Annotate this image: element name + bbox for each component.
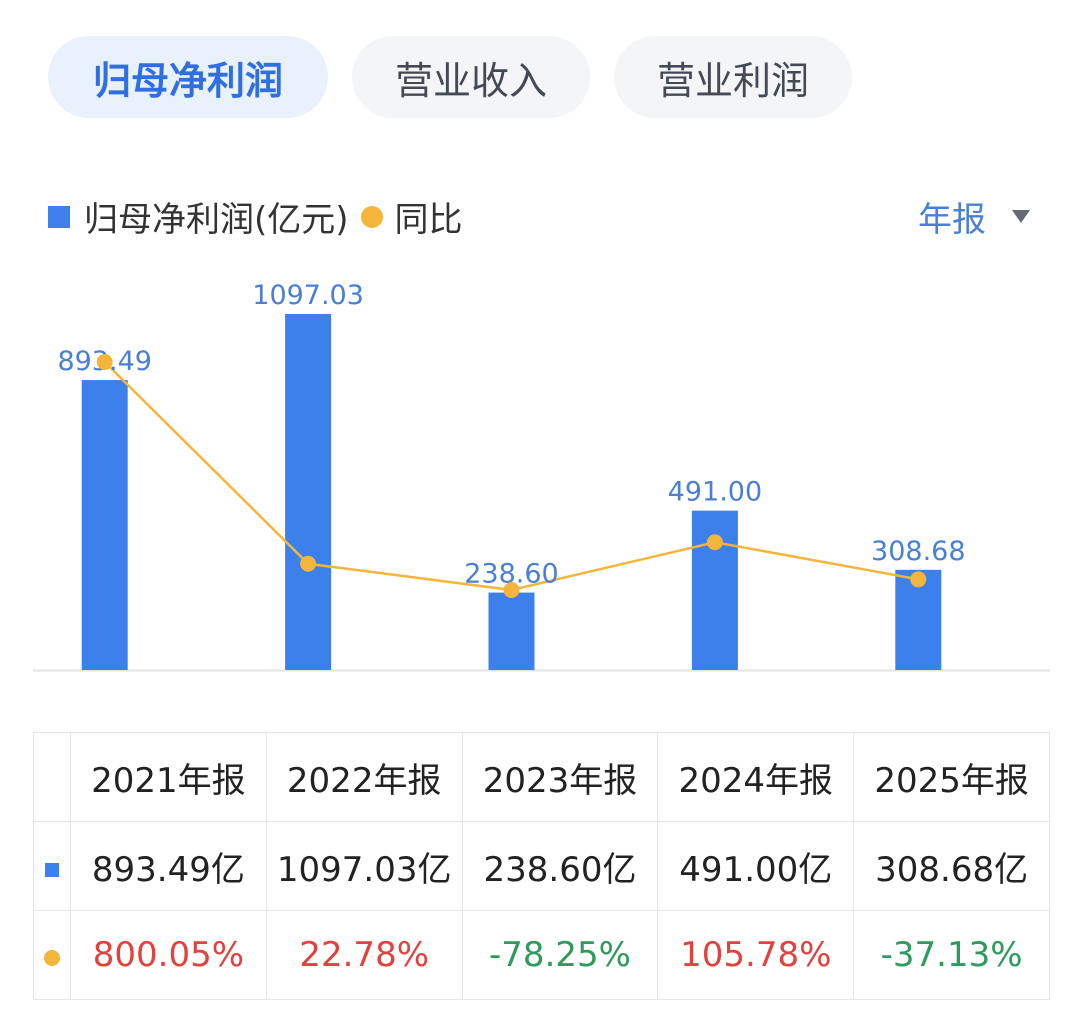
yoy-line <box>103 361 919 592</box>
line-legend-label: 同比 <box>394 200 463 240</box>
period-selector-label: 年报 <box>918 200 986 240</box>
table-row-values: 893.49亿 1097.03亿 238.60亿 491.00亿 308.68亿 <box>33 821 1050 911</box>
table-value-cell: 308.68亿 <box>853 821 1050 911</box>
table-value-cell: 238.60亿 <box>461 821 659 911</box>
bar <box>488 592 535 670</box>
table-header-cell: 2021年报 <box>70 732 267 822</box>
table-growth-cell: -37.13% <box>853 910 1050 1000</box>
period-selector[interactable]: 年报 <box>918 192 1030 241</box>
yoy-point <box>300 555 317 572</box>
tab-bar: 归母净利润 营业收入 营业利润 <box>48 36 852 118</box>
yoy-point <box>96 354 113 370</box>
bar-legend-swatch <box>48 205 70 228</box>
yoy-point <box>503 582 520 598</box>
tab-revenue[interactable]: 营业收入 <box>352 36 590 118</box>
table-growth-cell: 22.78% <box>265 910 463 1000</box>
yoy-point <box>706 534 723 551</box>
caret-down-icon <box>1012 210 1030 223</box>
table-growth-cell: 800.05% <box>70 910 267 1000</box>
table-header-cell: 2025年报 <box>853 732 1050 822</box>
table-header-cell: 2024年报 <box>657 732 855 822</box>
table-value-cell: 491.00亿 <box>657 821 855 911</box>
table-row-growth: 800.05% 22.78% -78.25% 105.78% -37.13% <box>33 910 1050 1000</box>
data-table: 2021年报 2022年报 2023年报 2024年报 2025年报 893.4… <box>33 732 1050 1000</box>
line-series-marker <box>44 950 60 966</box>
table-growth-cell: 105.78% <box>657 910 855 1000</box>
bar <box>285 314 332 670</box>
tab-operating-profit[interactable]: 营业利润 <box>614 36 852 118</box>
bar-value-label: 308.68 <box>871 536 965 567</box>
bar-legend-label: 归母净利润(亿元) <box>84 200 349 240</box>
table-value-cell: 893.49亿 <box>70 821 267 911</box>
table-row-marker <box>33 910 71 1000</box>
line-legend-swatch <box>360 205 383 228</box>
table-header-cell: 2022年报 <box>265 732 463 822</box>
bar-series-marker <box>45 863 59 877</box>
table-corner-cell <box>33 732 71 822</box>
table-header-cell: 2023年报 <box>461 732 659 822</box>
table-value-cell: 1097.03亿 <box>265 821 463 911</box>
table-header-row: 2021年报 2022年报 2023年报 2024年报 2025年报 <box>33 732 1050 822</box>
tab-net-profit[interactable]: 归母净利润 <box>48 36 328 118</box>
bar <box>81 380 128 670</box>
yoy-point <box>910 571 927 588</box>
chart-legend: 归母净利润(亿元) 同比 <box>48 192 463 241</box>
bar-value-label: 1097.03 <box>252 280 364 311</box>
bar-value-label: 491.00 <box>668 477 762 508</box>
table-row-marker <box>33 821 71 911</box>
table-growth-cell: -78.25% <box>461 910 659 1000</box>
